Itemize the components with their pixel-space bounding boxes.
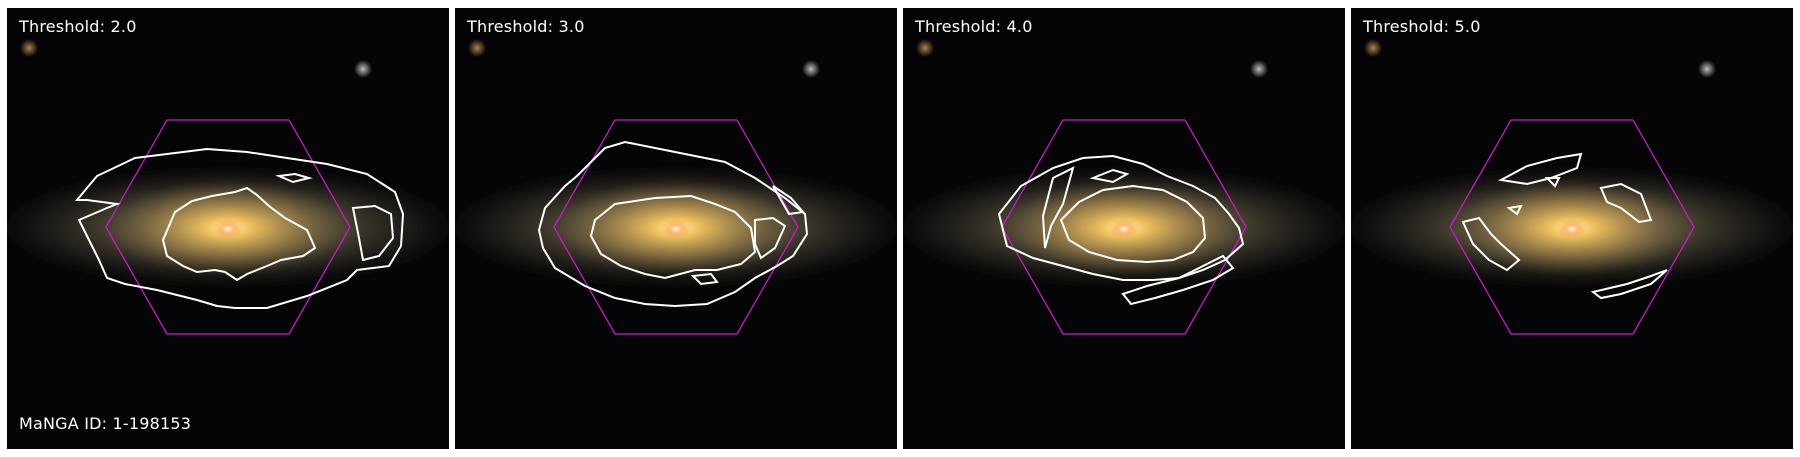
threshold-label: Threshold: 5.0 xyxy=(1363,17,1481,36)
contours xyxy=(1461,152,1668,300)
galaxy-image xyxy=(903,8,1345,449)
ifu-hexagon xyxy=(553,119,799,335)
panel-threshold-3: Threshold: 3.0 xyxy=(455,8,897,449)
manga-id-label: MaNGA ID: 1-198153 xyxy=(19,414,192,433)
threshold-label: Threshold: 3.0 xyxy=(467,17,585,36)
ifu-hexagon xyxy=(105,119,351,335)
galaxy-image xyxy=(1351,8,1793,449)
contours xyxy=(537,140,809,308)
contours xyxy=(74,147,405,309)
threshold-label: Threshold: 2.0 xyxy=(19,17,137,36)
threshold-label: Threshold: 4.0 xyxy=(915,17,1033,36)
panel-threshold-4: Threshold: 4.0 xyxy=(903,8,1345,449)
galaxy-image xyxy=(7,8,449,449)
panel-threshold-2: Threshold: 2.0 MaNGA ID: 1-198153 xyxy=(7,8,449,449)
ifu-hexagon xyxy=(1449,119,1695,335)
contours xyxy=(997,154,1245,306)
panel-threshold-5: Threshold: 5.0 xyxy=(1351,8,1793,449)
galaxy-image xyxy=(455,8,897,449)
